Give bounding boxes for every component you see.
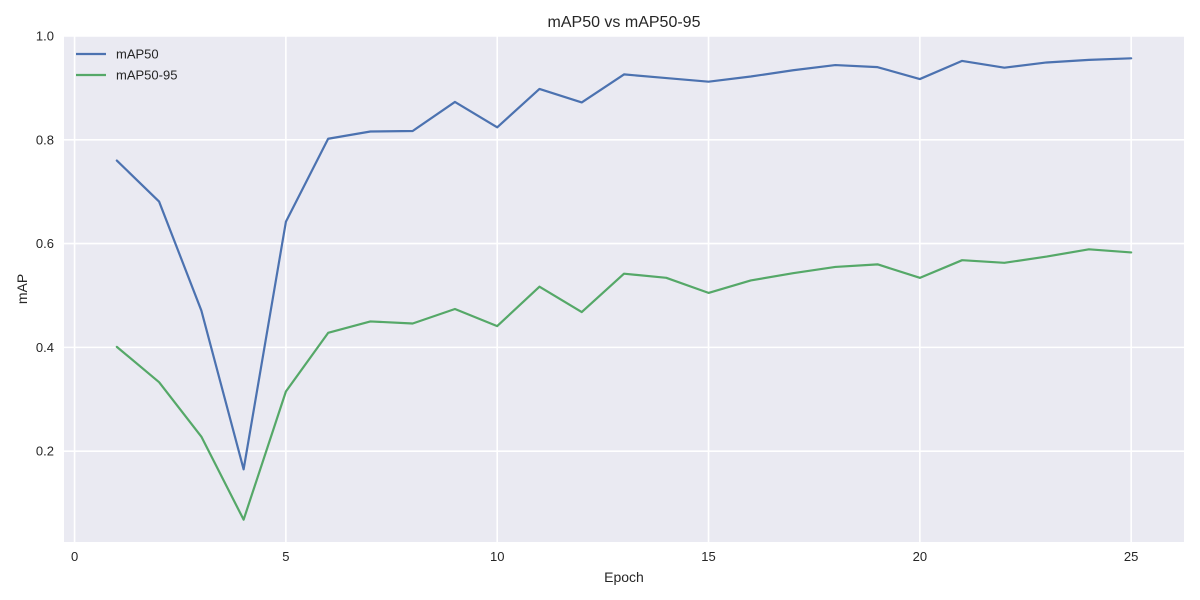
legend-label: mAP50 xyxy=(116,47,159,62)
series-line-map50-95 xyxy=(115,248,1133,521)
grid xyxy=(64,35,1184,542)
x-tick-label: 15 xyxy=(701,549,715,564)
x-tick-label: 20 xyxy=(913,549,927,564)
x-tick-label: 25 xyxy=(1124,549,1138,564)
y-tick-label: 0.8 xyxy=(36,132,54,147)
x-tick-label: 0 xyxy=(71,549,78,564)
series-lines xyxy=(115,57,1133,521)
y-tick-label: 1.0 xyxy=(36,29,54,44)
legend-label: mAP50-95 xyxy=(116,68,177,83)
y-tick-label: 0.6 xyxy=(36,236,54,251)
tick-labels: 0 5 10 15 20 25 0.2 0.4 0.6 0.8 1.0 xyxy=(36,29,1138,565)
series-line-map50 xyxy=(115,57,1133,471)
chart-title: mAP50 vs mAP50-95 xyxy=(548,14,701,31)
x-tick-label: 10 xyxy=(490,549,504,564)
plot-background xyxy=(64,36,1184,542)
legend: mAP50 mAP50-95 xyxy=(76,47,177,83)
y-axis-label: mAP xyxy=(14,274,30,304)
x-tick-label: 5 xyxy=(282,549,289,564)
y-tick-label: 0.2 xyxy=(36,444,54,459)
x-axis-label: Epoch xyxy=(604,569,644,585)
y-tick-label: 0.4 xyxy=(36,340,54,355)
